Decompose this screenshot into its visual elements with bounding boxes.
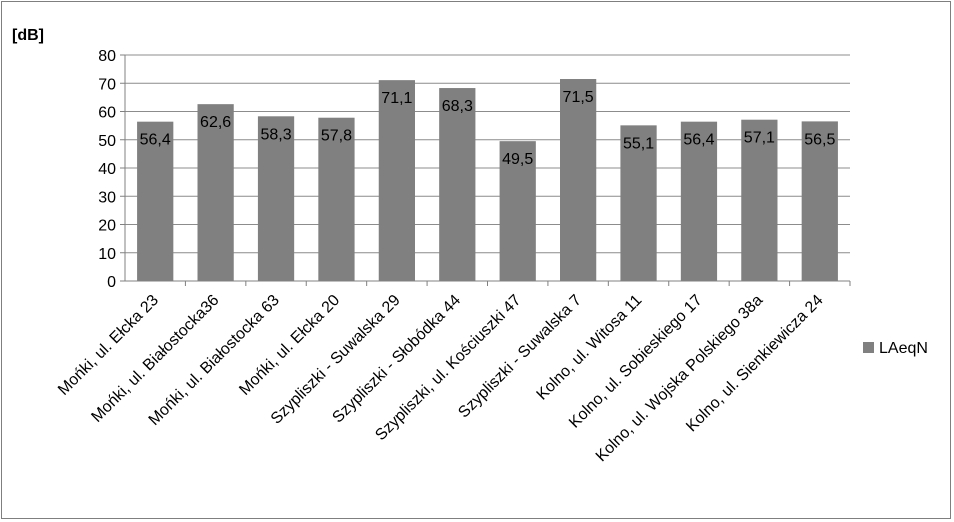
x-tick-label: Kolno, ul. Witosa 11 xyxy=(534,292,646,404)
data-label: 56,4 xyxy=(140,132,171,149)
legend: LAeqN xyxy=(863,340,928,357)
bar xyxy=(560,79,597,281)
y-tick-label: 30 xyxy=(98,189,116,206)
data-label: 58,3 xyxy=(260,126,291,143)
bars xyxy=(137,79,838,282)
legend-label: LAeqN xyxy=(879,340,928,357)
bar xyxy=(499,141,536,281)
data-label: 49,5 xyxy=(502,151,533,168)
x-tick-label: Mońki, ul. Ełcka 20 xyxy=(236,292,343,399)
data-label: 71,1 xyxy=(381,90,412,107)
y-axis-unit-label: [dB] xyxy=(12,27,44,44)
x-tick-label: Mońki, ul. Białostocka36 xyxy=(88,292,222,426)
bar xyxy=(137,121,174,281)
data-labels: 56,4 62,6 58,3 57,8 71,1 68,3 49,5 71,5 55,1 56,4… xyxy=(140,89,836,168)
x-tick-label: Mońki, ul. Ełcka 23 xyxy=(55,292,162,399)
data-label: 57,1 xyxy=(744,130,775,147)
gridlines xyxy=(120,54,851,286)
data-label: 57,8 xyxy=(321,128,352,145)
x-tick-label: Szypliszki - Suwalska 7 xyxy=(455,292,585,422)
bar xyxy=(318,117,355,281)
bar xyxy=(439,88,476,282)
bar xyxy=(801,121,838,281)
y-axis-ticks: 0 10 20 30 40 50 60 70 80 xyxy=(98,48,116,291)
y-tick-label: 0 xyxy=(107,274,116,291)
bar xyxy=(257,116,295,282)
y-tick-label: 20 xyxy=(98,218,116,235)
y-tick-label: 80 xyxy=(98,48,116,65)
bar xyxy=(620,125,657,281)
bar xyxy=(197,104,234,281)
y-tick-label: 50 xyxy=(98,133,116,150)
y-tick-label: 40 xyxy=(98,161,116,178)
legend-swatch xyxy=(863,342,874,353)
y-tick-label: 70 xyxy=(98,76,116,93)
bar xyxy=(378,80,415,281)
data-label: 68,3 xyxy=(442,98,473,115)
data-label: 55,1 xyxy=(623,135,654,152)
bar xyxy=(680,121,718,281)
y-tick-label: 60 xyxy=(98,105,116,122)
bar xyxy=(741,119,778,281)
y-tick-label: 10 xyxy=(98,246,116,263)
data-label: 62,6 xyxy=(200,114,231,131)
data-label: 71,5 xyxy=(563,89,594,106)
data-label: 56,4 xyxy=(683,132,714,149)
data-label: 56,5 xyxy=(804,131,835,148)
